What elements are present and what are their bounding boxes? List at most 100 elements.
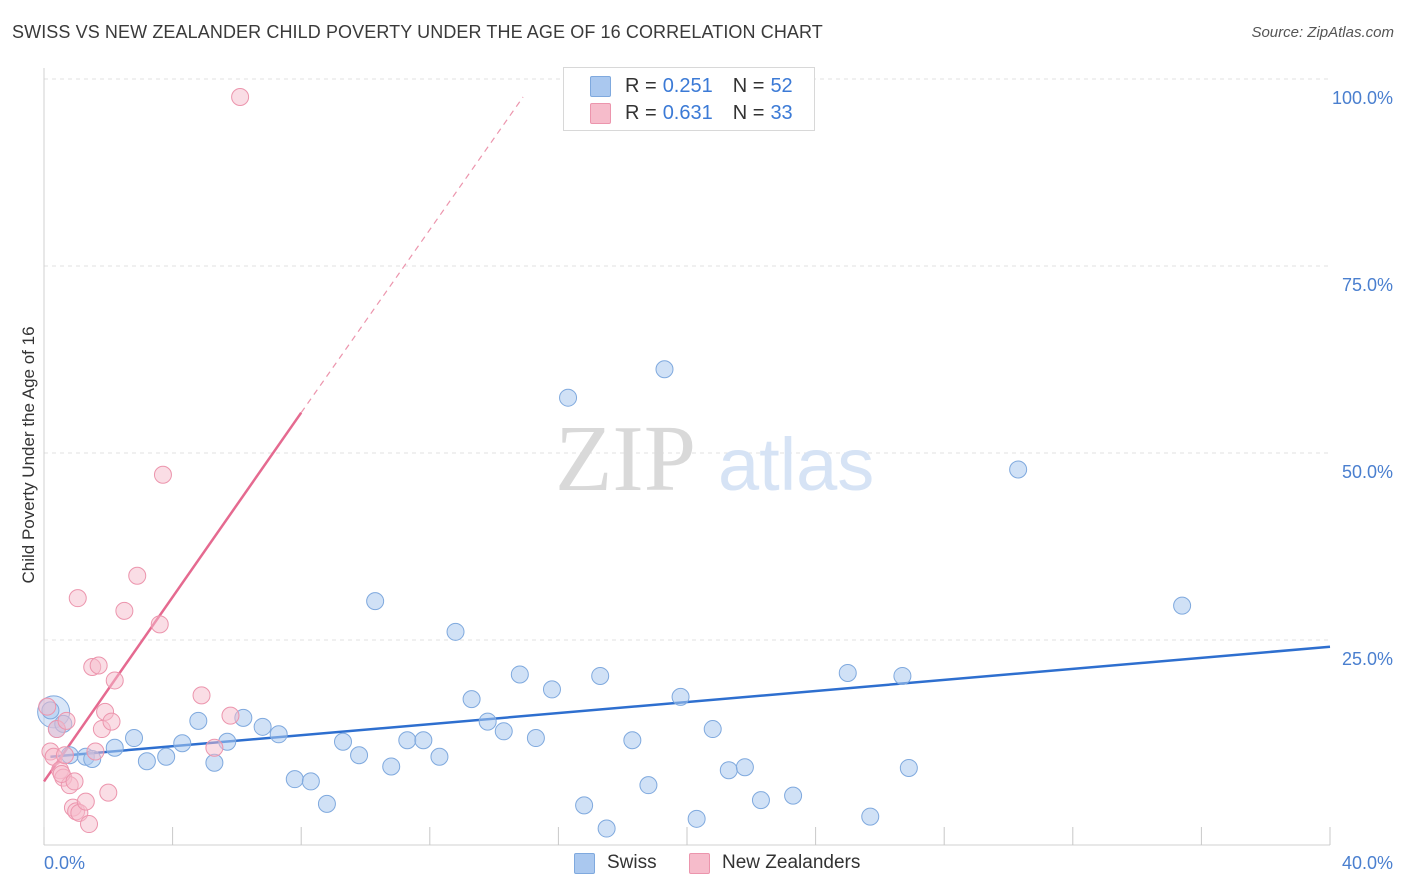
swiss-point — [398, 731, 417, 750]
nz-point — [231, 88, 250, 106]
swiss-point — [591, 666, 610, 685]
trend-lines — [42, 96, 1331, 783]
swiss-trend-line — [50, 645, 1331, 758]
nz-r-value: 0.631 — [662, 101, 713, 124]
nz-point — [150, 615, 169, 634]
swiss-point — [1009, 460, 1028, 479]
tick-labels: 25.0% 50.0% 75.0% 100.0% 0.0% 40.0% — [44, 88, 1393, 873]
x-tick-label: 40.0% — [1342, 853, 1393, 873]
nz-point — [86, 742, 105, 761]
nz-point — [99, 783, 118, 802]
nz-point — [76, 792, 95, 811]
swiss-n-label: N = — [732, 74, 765, 97]
swiss-point — [105, 738, 124, 757]
watermark-atlas: atlas — [718, 423, 874, 506]
swiss-r-value: 0.251 — [662, 74, 713, 97]
swiss-r-label: R = — [625, 74, 657, 97]
swiss-point — [446, 622, 465, 641]
swiss-point — [414, 731, 433, 750]
swiss-point — [784, 786, 803, 805]
swiss-point — [526, 729, 545, 748]
swiss-point — [317, 794, 336, 813]
swiss-point — [623, 731, 642, 750]
data-points — [37, 88, 1192, 838]
swiss-point — [703, 720, 722, 739]
swiss-point — [735, 758, 754, 777]
swiss-point — [253, 717, 272, 736]
swiss-point — [430, 747, 449, 766]
swiss-point — [687, 809, 706, 828]
y-tick-label: 75.0% — [1342, 275, 1393, 295]
swiss-point — [671, 687, 690, 706]
swiss-point — [1173, 596, 1192, 615]
bottom-legend-swiss: Swiss — [574, 852, 657, 874]
swiss-point — [559, 388, 578, 407]
y-tick-label: 50.0% — [1342, 462, 1393, 482]
nz-point — [128, 566, 147, 585]
nz-legend-swatch — [689, 852, 710, 874]
y-tick-label: 25.0% — [1342, 649, 1393, 669]
swiss-point — [510, 665, 529, 684]
swiss-point — [173, 734, 192, 753]
correlation-legend: R = 0.251 N = 52 R = 0.631 N = 33 — [563, 67, 815, 131]
y-tick-label: 100.0% — [1332, 88, 1393, 108]
nz-legend-label: New Zealanders — [722, 852, 861, 873]
swiss-point — [494, 722, 513, 741]
watermark-zip: ZIP — [555, 407, 696, 511]
nz-trend-line — [42, 411, 303, 783]
swiss-point — [333, 732, 352, 751]
nz-point — [55, 746, 74, 765]
swiss-point — [597, 819, 616, 838]
swiss-point — [719, 761, 738, 780]
nz-point — [38, 697, 57, 716]
swiss-point — [751, 791, 770, 810]
swiss-legend-label: Swiss — [607, 852, 657, 873]
nz-point — [221, 706, 240, 725]
nz-point — [102, 712, 121, 731]
chart-title: SWISS VS NEW ZEALANDER CHILD POVERTY UND… — [12, 22, 823, 42]
nz-n-value: 33 — [770, 101, 793, 124]
swiss-point — [366, 592, 385, 611]
swiss-point — [478, 712, 497, 731]
grid-lines — [44, 78, 1330, 641]
nz-point — [68, 589, 87, 608]
nz-r-label: R = — [625, 101, 657, 124]
swiss-point — [350, 746, 369, 765]
swiss-legend-swatch — [574, 852, 595, 874]
swiss-n-value: 52 — [770, 74, 793, 97]
swiss-point — [189, 711, 208, 730]
nz-point — [205, 738, 224, 757]
swiss-point — [301, 772, 320, 791]
swiss-point — [157, 747, 176, 766]
nz-point — [89, 656, 108, 675]
nz-point — [153, 465, 172, 484]
swiss-point — [655, 360, 674, 379]
nz-point — [105, 671, 124, 690]
swiss-point — [861, 807, 880, 826]
y-axis-label: Child Poverty Under the Age of 16 — [19, 326, 38, 583]
swiss-point — [205, 753, 224, 772]
swiss-point — [285, 770, 304, 789]
nz-point — [115, 601, 134, 620]
swiss-point — [269, 725, 288, 744]
swiss-point — [125, 729, 144, 748]
swiss-point — [899, 758, 918, 777]
swiss-point — [893, 666, 912, 685]
source-label: Source: ZipAtlas.com — [1251, 24, 1394, 41]
swiss-point — [382, 757, 401, 776]
nz-point — [57, 711, 76, 730]
x-tick-label: 0.0% — [44, 853, 85, 873]
nz-n-label: N = — [732, 101, 765, 124]
swiss-point — [838, 663, 857, 682]
swiss-point — [462, 690, 481, 709]
swiss-point — [542, 680, 561, 699]
swiss-swatch — [590, 75, 611, 97]
swiss-point — [639, 776, 658, 795]
nz-trend-extension — [300, 96, 524, 414]
bottom-legend-nz: New Zealanders — [689, 852, 860, 874]
nz-swatch — [590, 102, 611, 124]
legend-row-swiss: R = 0.251 N = 52 — [590, 73, 793, 99]
legend-row-nz: R = 0.631 N = 33 — [590, 100, 793, 126]
nz-point — [192, 686, 211, 705]
